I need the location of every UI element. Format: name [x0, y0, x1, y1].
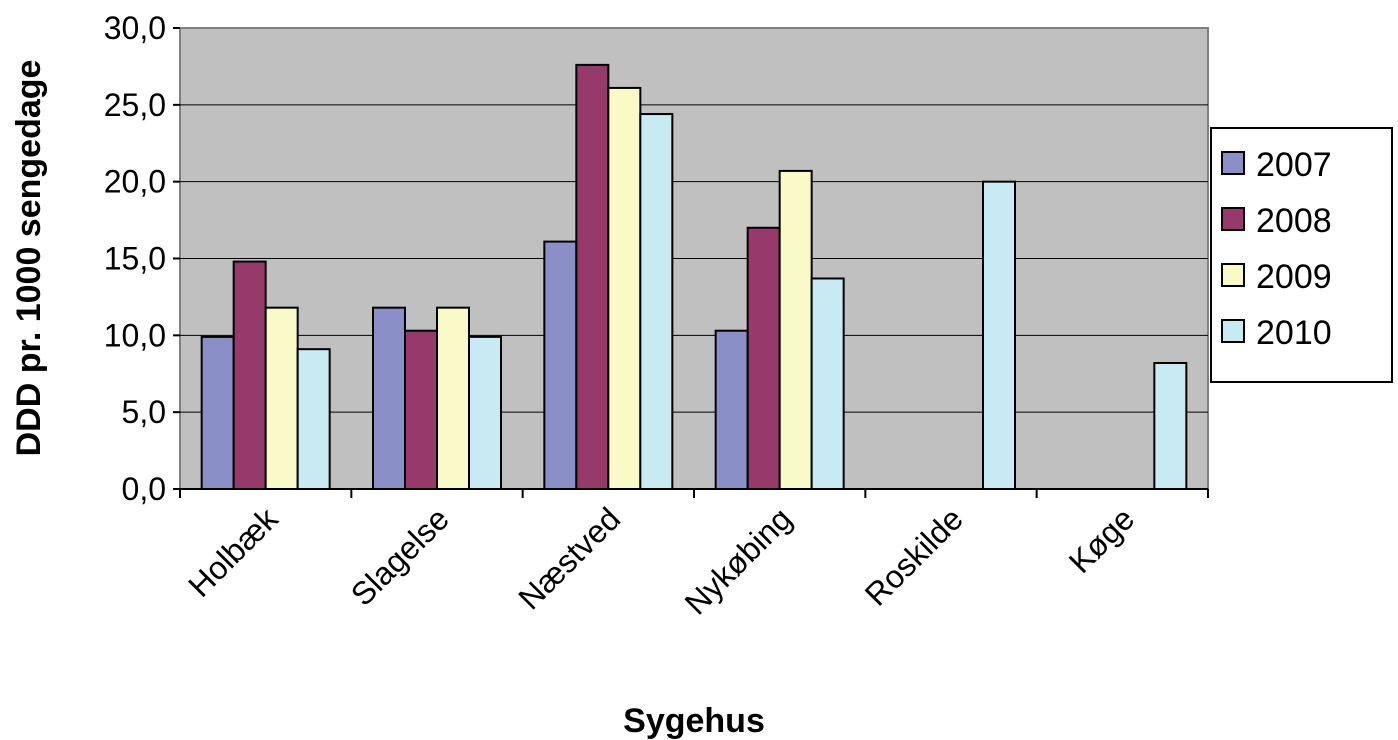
- x-axis-title: Sygehus: [623, 702, 765, 740]
- bar-2008-Slagelse: [404, 329, 438, 490]
- x-ticks: [179, 489, 1209, 498]
- legend-label-2008: 2008: [1256, 202, 1332, 240]
- y-tick-label: 25,0: [104, 87, 166, 123]
- y-tick-label: 5,0: [122, 394, 166, 430]
- bar-2010-Slagelse: [468, 335, 502, 490]
- legend-label-2010: 2010: [1256, 314, 1332, 352]
- bar-2010-Nykøbing: [810, 277, 845, 490]
- category-labels: Holbæk Slagelse Næstved Nykøbing Roskilde Køg…: [181, 500, 1141, 622]
- bar-2007-Næstved: [543, 240, 578, 490]
- legend-label-2007: 2007: [1256, 146, 1332, 184]
- y-tick-labels: 0,0 5,0 10,0 15,0 20,0 25,0 30,0: [104, 10, 180, 507]
- bar-2008-Næstved: [575, 63, 610, 490]
- legend-label-2009: 2009: [1256, 258, 1332, 296]
- bars: [200, 63, 1188, 491]
- legend-swatch-2009: [1221, 263, 1245, 287]
- bar-2007-Holbæk: [200, 335, 235, 490]
- category-label: Roskilde: [858, 500, 970, 612]
- category-label: Køge: [1062, 500, 1142, 580]
- legend-swatch-2007: [1221, 151, 1245, 175]
- bar-2008-Holbæk: [232, 260, 267, 490]
- y-axis-title: DDD pr. 1000 sengedage: [10, 60, 48, 457]
- bar-2007-Slagelse: [372, 306, 406, 490]
- bar-2009-Holbæk: [264, 306, 299, 490]
- bar-2008-Nykøbing: [746, 226, 781, 490]
- y-tick-label: 0,0: [122, 471, 166, 507]
- bar-2010-Roskilde: [982, 180, 1016, 491]
- bar-2010-Holbæk: [296, 348, 331, 490]
- y-tick-label: 15,0: [104, 241, 166, 277]
- y-tick-label: 10,0: [104, 317, 166, 353]
- bar-2009-Slagelse: [436, 306, 470, 490]
- gridlines: [180, 104, 1208, 413]
- bar-2009-Nykøbing: [778, 169, 813, 490]
- legend-swatch-2008: [1221, 207, 1245, 231]
- bar-2007-Nykøbing: [714, 329, 749, 490]
- bar-2009-Næstved: [607, 86, 642, 491]
- legend: 2007 2008 2009 2010: [1210, 127, 1393, 383]
- category-label: Holbæk: [181, 500, 285, 604]
- y-tick-label: 20,0: [104, 164, 166, 200]
- bar-2010-Køge: [1153, 361, 1188, 491]
- category-label: Næstved: [511, 500, 627, 616]
- category-label: Slagelse: [344, 500, 456, 612]
- category-label: Nykøbing: [678, 500, 799, 621]
- bar-2010-Næstved: [639, 113, 674, 490]
- y-tick-label: 30,0: [104, 10, 166, 46]
- legend-swatch-2010: [1221, 319, 1245, 343]
